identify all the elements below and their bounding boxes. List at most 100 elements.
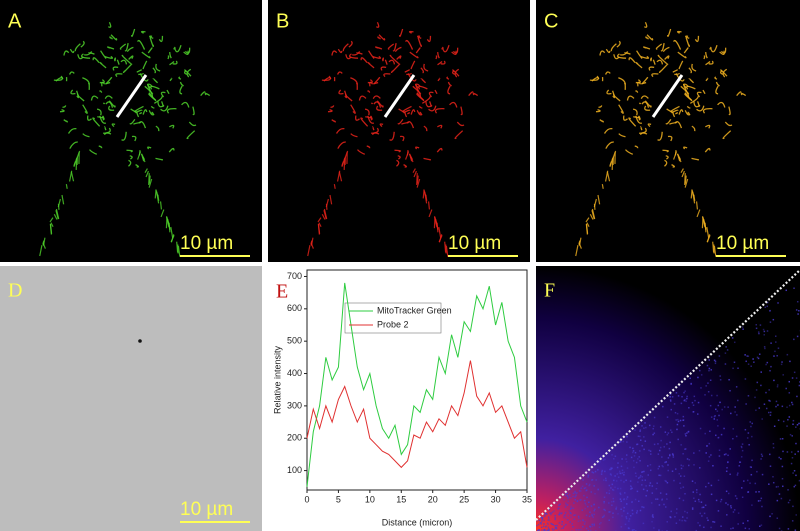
- pixel: [691, 401, 694, 404]
- pixel: [730, 527, 732, 530]
- image-d: [0, 266, 262, 531]
- mito: [675, 73, 685, 82]
- pixel: [561, 523, 563, 526]
- pixel: [684, 510, 686, 513]
- pixel: [713, 521, 716, 523]
- pixel: [617, 476, 620, 478]
- pixel: [687, 431, 690, 433]
- mito: [595, 109, 601, 113]
- mito: [425, 101, 433, 108]
- mito: [138, 149, 141, 156]
- pixel: [708, 442, 711, 445]
- pixel: [774, 350, 776, 353]
- pixel: [694, 482, 697, 484]
- mito: [343, 90, 348, 99]
- mito: [372, 95, 381, 99]
- pixel: [554, 517, 557, 519]
- pixel: [641, 425, 643, 427]
- mito: [660, 43, 665, 52]
- pixel: [643, 506, 645, 509]
- mito: [75, 90, 80, 99]
- pixel: [680, 444, 682, 446]
- mito: [153, 95, 163, 104]
- mito: [683, 47, 689, 54]
- pixel: [587, 529, 590, 531]
- y-tick-label: 200: [287, 433, 302, 443]
- mito: [415, 47, 421, 54]
- pixel: [740, 487, 743, 489]
- pixel: [769, 310, 771, 312]
- pixel: [782, 374, 784, 376]
- pixel: [669, 396, 671, 398]
- pixel: [793, 287, 795, 289]
- pixel: [699, 369, 701, 372]
- mito: [179, 85, 183, 95]
- pixel: [677, 438, 679, 441]
- mito: [317, 224, 320, 235]
- pixel: [772, 446, 775, 449]
- mito: [376, 21, 380, 28]
- pixel: [616, 466, 619, 469]
- pixel: [744, 527, 747, 530]
- mito: [373, 101, 382, 108]
- pixel: [780, 363, 783, 366]
- pixel: [584, 502, 586, 505]
- mito: [688, 78, 695, 84]
- pixel: [548, 519, 551, 522]
- pixel: [733, 341, 736, 344]
- mito: [683, 146, 688, 150]
- pixel: [625, 458, 627, 460]
- pixel: [630, 456, 633, 459]
- pixel: [732, 527, 734, 529]
- mito: [678, 60, 684, 70]
- pixel: [603, 514, 606, 517]
- pixel: [697, 376, 699, 379]
- legend-box: [344, 302, 442, 334]
- mito: [355, 83, 358, 90]
- pixel: [791, 520, 794, 522]
- mito: [157, 101, 165, 108]
- pixel: [772, 318, 775, 321]
- pixel: [714, 415, 716, 417]
- pixel: [790, 451, 793, 453]
- mito: [604, 71, 611, 75]
- pixel: [629, 446, 631, 449]
- pixel: [564, 494, 567, 496]
- mito: [452, 70, 456, 75]
- pixel: [590, 479, 593, 481]
- pixel: [674, 468, 677, 470]
- y-tick-label: 100: [287, 465, 302, 475]
- pixel: [762, 328, 765, 331]
- pixel: [543, 529, 546, 531]
- pixel: [779, 438, 782, 440]
- pixel: [585, 504, 587, 506]
- mito: [472, 92, 479, 97]
- pixel: [769, 515, 771, 518]
- pixel: [745, 360, 747, 363]
- pixel: [667, 469, 669, 472]
- mito: [174, 44, 182, 53]
- pixel: [777, 419, 780, 421]
- pixel: [777, 404, 779, 406]
- pixel: [583, 494, 585, 497]
- pixel: [663, 503, 665, 506]
- mito: [321, 213, 326, 220]
- pixel: [699, 512, 701, 515]
- mito: [133, 122, 142, 125]
- legend-label: MitoTracker Green: [377, 305, 452, 315]
- pixel: [610, 474, 613, 476]
- mito: [613, 93, 621, 102]
- pixel: [585, 489, 588, 491]
- pixel: [543, 514, 546, 517]
- pixel: [727, 406, 729, 408]
- mito: [149, 35, 154, 39]
- pixel: [632, 460, 635, 462]
- pixel: [716, 419, 719, 421]
- mito: [644, 105, 651, 111]
- pixel: [564, 511, 567, 514]
- pixel: [708, 456, 711, 458]
- pixel: [583, 487, 586, 490]
- mito: [641, 101, 650, 108]
- mito: [184, 70, 188, 75]
- pixel: [597, 488, 599, 491]
